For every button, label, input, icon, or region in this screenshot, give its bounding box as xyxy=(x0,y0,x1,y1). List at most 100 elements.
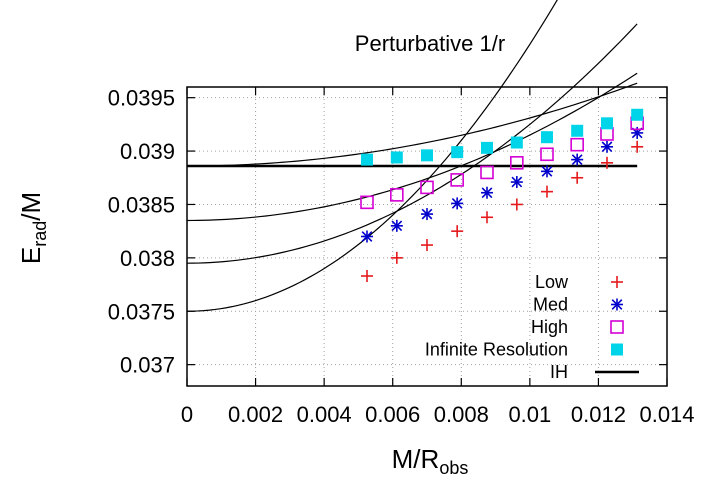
data-point-med xyxy=(571,153,584,166)
data-point-high xyxy=(360,195,374,210)
marker-box xyxy=(451,146,464,159)
marker-box xyxy=(481,141,493,154)
marker-box xyxy=(390,188,404,202)
legend-swatch-med xyxy=(611,298,623,311)
marker-stroke xyxy=(541,165,553,177)
marker-box xyxy=(631,108,644,121)
x-tick-label: 0.008 xyxy=(434,402,489,427)
data-markers xyxy=(360,108,644,283)
y-axis-label-tail: /M xyxy=(16,192,46,221)
fit-curve-med xyxy=(186,23,638,264)
marker-box xyxy=(540,147,554,162)
data-point-infinite-resolution xyxy=(481,141,493,154)
marker-box xyxy=(571,124,584,137)
marker-stroke xyxy=(361,231,373,242)
fit-curves xyxy=(186,0,638,312)
data-point-low xyxy=(421,239,433,252)
marker-stroke xyxy=(601,141,613,153)
data-point-low xyxy=(510,198,523,211)
fit-curve-infinite-resolution xyxy=(186,82,638,167)
data-point-infinite-resolution xyxy=(390,151,403,164)
data-point-low xyxy=(451,225,464,238)
marker-stroke xyxy=(421,208,433,220)
data-point-infinite-resolution xyxy=(361,153,373,166)
data-point-infinite-resolution xyxy=(571,124,584,137)
marker-box xyxy=(510,156,524,170)
x-tick-label: 0.014 xyxy=(639,402,694,427)
y-axis-label: Erad/M xyxy=(16,192,50,264)
data-point-infinite-resolution xyxy=(421,149,433,162)
fit-curve-low xyxy=(186,0,558,312)
data-point-high xyxy=(420,180,434,195)
y-tick-label: 0.039 xyxy=(120,139,175,164)
marker-box xyxy=(541,131,553,144)
data-point-med xyxy=(390,219,403,232)
marker-box xyxy=(611,343,623,356)
data-point-high xyxy=(600,127,614,141)
marker-box xyxy=(480,165,494,180)
x-tick-label: 0.004 xyxy=(297,402,352,427)
marker-box xyxy=(421,149,433,162)
data-point-med xyxy=(601,140,613,153)
legend-label-ih: IH xyxy=(550,362,568,382)
y-tick-label: 0.038 xyxy=(120,246,175,271)
data-point-low xyxy=(601,156,613,169)
marker-box xyxy=(601,117,613,130)
data-point-low xyxy=(481,211,493,224)
marker-box xyxy=(450,173,464,187)
marker-box xyxy=(360,195,374,210)
legend-label-infinite-resolution: Infinite Resolution xyxy=(425,340,568,360)
tick-labels: 0 0.002 0.004 0.006 0.008 0.01 0.012 0.014 0.037… xyxy=(108,86,695,427)
data-point-high xyxy=(570,137,584,152)
series-infinite-resolution xyxy=(361,108,644,166)
legend-label-high: High xyxy=(531,317,568,337)
data-point-high xyxy=(480,165,494,180)
data-point-low xyxy=(541,185,553,198)
y-axis-label-main: E xyxy=(16,247,46,264)
x-tick-label: 0 xyxy=(181,402,193,427)
data-point-low xyxy=(361,270,373,283)
data-point-med xyxy=(510,176,523,189)
legend-label-low: Low xyxy=(535,272,569,292)
y-tick-label: 0.0395 xyxy=(108,86,175,111)
data-point-high xyxy=(450,173,464,187)
x-axis-label-main: M/R xyxy=(392,444,440,474)
legend-swatch-low xyxy=(611,276,623,288)
marker-stroke xyxy=(571,154,583,165)
y-axis-label-sub: rad xyxy=(30,221,50,247)
data-point-med xyxy=(481,186,493,199)
legend-label-med: Med xyxy=(533,295,568,315)
x-tick-label: 0.01 xyxy=(508,402,551,427)
x-tick-label: 0.006 xyxy=(365,402,420,427)
x-tick-label: 0.012 xyxy=(571,402,626,427)
marker-stroke xyxy=(481,187,493,199)
legend-swatch-high xyxy=(610,320,624,334)
y-tick-label: 0.037 xyxy=(120,353,175,378)
series-low xyxy=(361,140,644,283)
data-point-infinite-resolution xyxy=(631,108,644,121)
data-point-infinite-resolution xyxy=(510,136,523,149)
legend-swatch-infinite-resolution xyxy=(611,343,623,356)
data-point-high xyxy=(510,156,524,170)
data-point-infinite-resolution xyxy=(451,146,464,159)
marker-box xyxy=(600,127,614,141)
x-axis-label: M/Robs xyxy=(392,444,469,478)
y-tick-label: 0.0385 xyxy=(108,192,175,217)
plot-frame xyxy=(186,86,668,387)
x-axis-label-sub: obs xyxy=(439,458,468,478)
marker-stroke xyxy=(391,220,403,232)
marker-stroke xyxy=(611,299,623,310)
marker-box xyxy=(390,151,403,164)
data-point-med xyxy=(361,230,373,243)
data-point-infinite-resolution xyxy=(541,131,553,144)
marker-stroke xyxy=(451,198,463,209)
series-med xyxy=(361,126,644,243)
y-tick-label: 0.0375 xyxy=(108,299,175,324)
data-point-low xyxy=(571,171,584,184)
marker-box xyxy=(420,180,434,195)
marker-box xyxy=(610,320,624,334)
marker-box xyxy=(361,153,373,166)
data-point-high xyxy=(540,147,554,162)
